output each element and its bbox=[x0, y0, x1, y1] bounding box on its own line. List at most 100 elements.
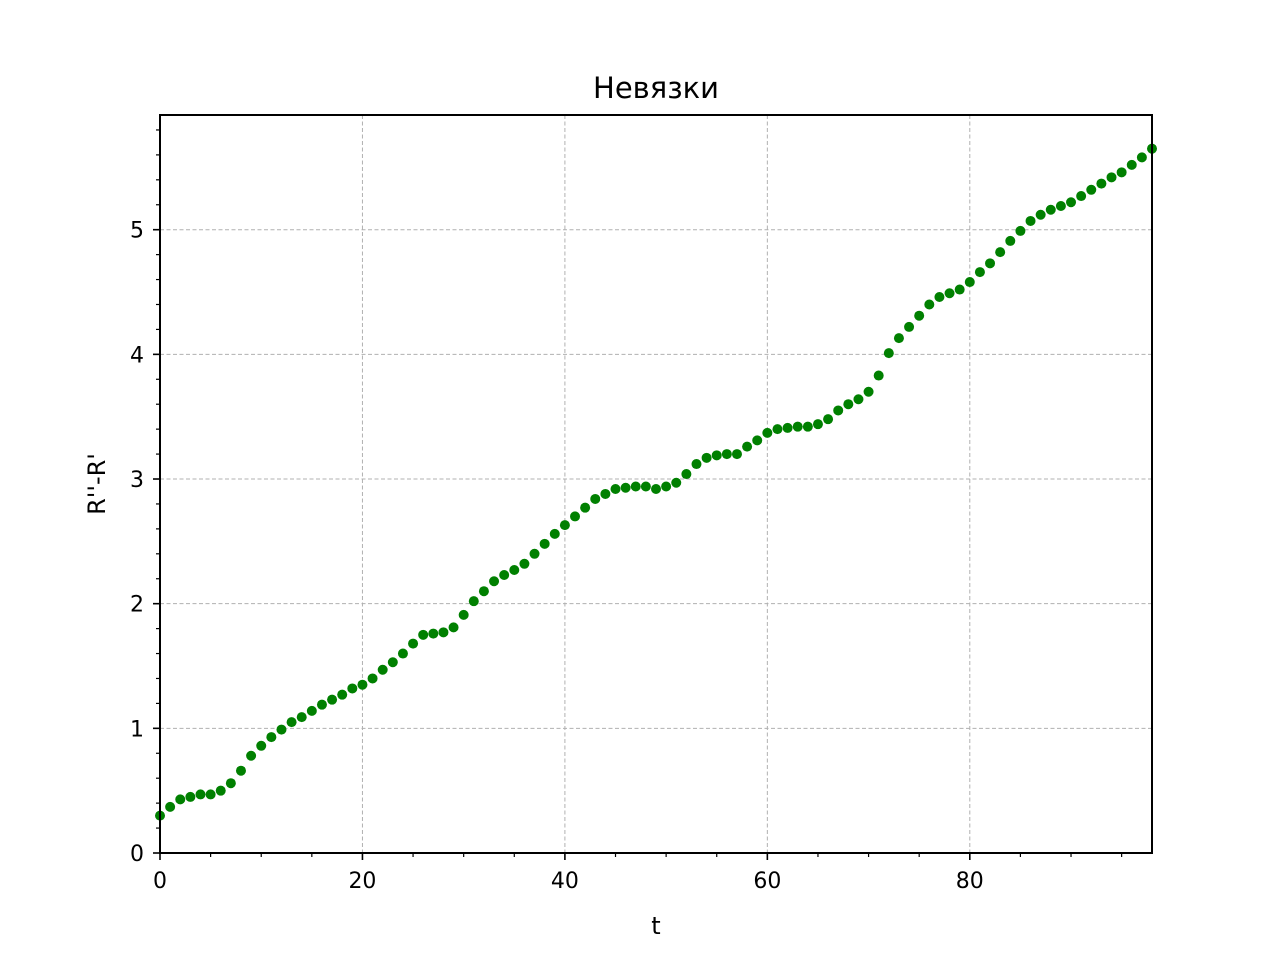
x-tick-label: 80 bbox=[956, 869, 984, 894]
data-point bbox=[337, 689, 348, 700]
data-point bbox=[853, 394, 864, 405]
data-point bbox=[1076, 191, 1087, 202]
data-point bbox=[367, 673, 378, 684]
data-point bbox=[185, 791, 196, 802]
data-point bbox=[225, 778, 236, 789]
data-point bbox=[640, 481, 651, 492]
data-point bbox=[489, 576, 500, 587]
data-point bbox=[256, 740, 267, 751]
data-point bbox=[215, 785, 226, 796]
data-point bbox=[833, 405, 844, 416]
data-point bbox=[377, 664, 388, 675]
data-point bbox=[296, 712, 307, 723]
data-point bbox=[964, 277, 975, 288]
data-point bbox=[1106, 172, 1117, 183]
data-point bbox=[519, 558, 530, 569]
data-point bbox=[985, 258, 996, 269]
y-tick-label: 4 bbox=[130, 343, 144, 368]
data-point bbox=[701, 452, 712, 463]
data-point bbox=[661, 481, 672, 492]
data-point bbox=[580, 502, 591, 513]
data-point bbox=[1086, 184, 1097, 195]
data-point bbox=[559, 520, 570, 531]
data-point bbox=[316, 699, 327, 710]
data-point bbox=[792, 421, 803, 432]
data-point bbox=[1055, 201, 1066, 212]
data-point bbox=[448, 622, 459, 633]
data-point bbox=[418, 629, 429, 640]
data-point bbox=[235, 765, 246, 776]
data-point bbox=[175, 794, 186, 805]
data-point bbox=[600, 488, 611, 499]
data-point bbox=[924, 299, 935, 310]
data-point bbox=[539, 538, 550, 549]
data-point bbox=[165, 801, 176, 812]
y-tick-label: 3 bbox=[130, 468, 144, 493]
data-point bbox=[995, 247, 1006, 258]
data-point bbox=[873, 370, 884, 381]
x-tick-label: 20 bbox=[348, 869, 376, 894]
data-point bbox=[893, 333, 904, 344]
data-point bbox=[1015, 225, 1026, 236]
data-point bbox=[509, 565, 520, 576]
data-point bbox=[762, 427, 773, 438]
data-point bbox=[357, 679, 368, 690]
y-axis-label: R''-R' bbox=[83, 453, 111, 515]
data-point bbox=[549, 528, 560, 539]
data-point bbox=[823, 414, 834, 425]
data-point bbox=[843, 399, 854, 410]
data-point bbox=[883, 348, 894, 359]
data-point bbox=[934, 292, 945, 303]
x-tick-label: 60 bbox=[753, 869, 781, 894]
y-tick-label: 0 bbox=[130, 842, 144, 867]
data-point bbox=[630, 481, 641, 492]
data-point bbox=[1025, 215, 1036, 226]
chart-title: Невязки bbox=[593, 71, 719, 105]
data-point bbox=[570, 511, 581, 522]
data-points bbox=[155, 143, 1157, 821]
data-point bbox=[1066, 197, 1077, 208]
data-point bbox=[205, 789, 216, 800]
data-point bbox=[1126, 159, 1137, 170]
grid bbox=[160, 115, 1152, 853]
data-point bbox=[954, 284, 965, 295]
data-point bbox=[1136, 152, 1147, 163]
data-point bbox=[276, 724, 287, 735]
data-point bbox=[1035, 209, 1046, 220]
data-point bbox=[782, 422, 793, 433]
axis-ticks: 0 20 40 60 80 0 1 2 3 4 5 bbox=[130, 129, 1123, 894]
data-point bbox=[1116, 167, 1127, 178]
data-point bbox=[772, 424, 783, 435]
data-point bbox=[752, 435, 763, 446]
data-point bbox=[468, 596, 479, 607]
data-point bbox=[195, 789, 206, 800]
data-point bbox=[974, 267, 985, 278]
data-point bbox=[1005, 235, 1016, 246]
data-point bbox=[812, 419, 823, 430]
data-point bbox=[691, 459, 702, 470]
data-point bbox=[306, 705, 317, 716]
data-point bbox=[944, 288, 955, 299]
data-point bbox=[438, 627, 449, 638]
data-point bbox=[408, 638, 419, 649]
data-point bbox=[721, 449, 732, 460]
data-point bbox=[1045, 204, 1056, 215]
data-point bbox=[742, 441, 753, 452]
data-point bbox=[711, 450, 722, 461]
data-point bbox=[458, 609, 469, 620]
y-tick-label: 1 bbox=[130, 717, 144, 742]
x-tick-label: 40 bbox=[551, 869, 579, 894]
data-point bbox=[327, 694, 338, 705]
y-tick-label: 5 bbox=[130, 219, 144, 244]
data-point bbox=[904, 321, 915, 332]
data-point bbox=[286, 717, 297, 728]
data-point bbox=[1096, 178, 1107, 189]
data-point bbox=[590, 493, 601, 504]
data-point bbox=[499, 570, 510, 581]
data-point bbox=[620, 482, 631, 493]
data-point bbox=[478, 586, 489, 597]
x-tick-label: 0 bbox=[153, 869, 167, 894]
data-point bbox=[802, 421, 813, 432]
